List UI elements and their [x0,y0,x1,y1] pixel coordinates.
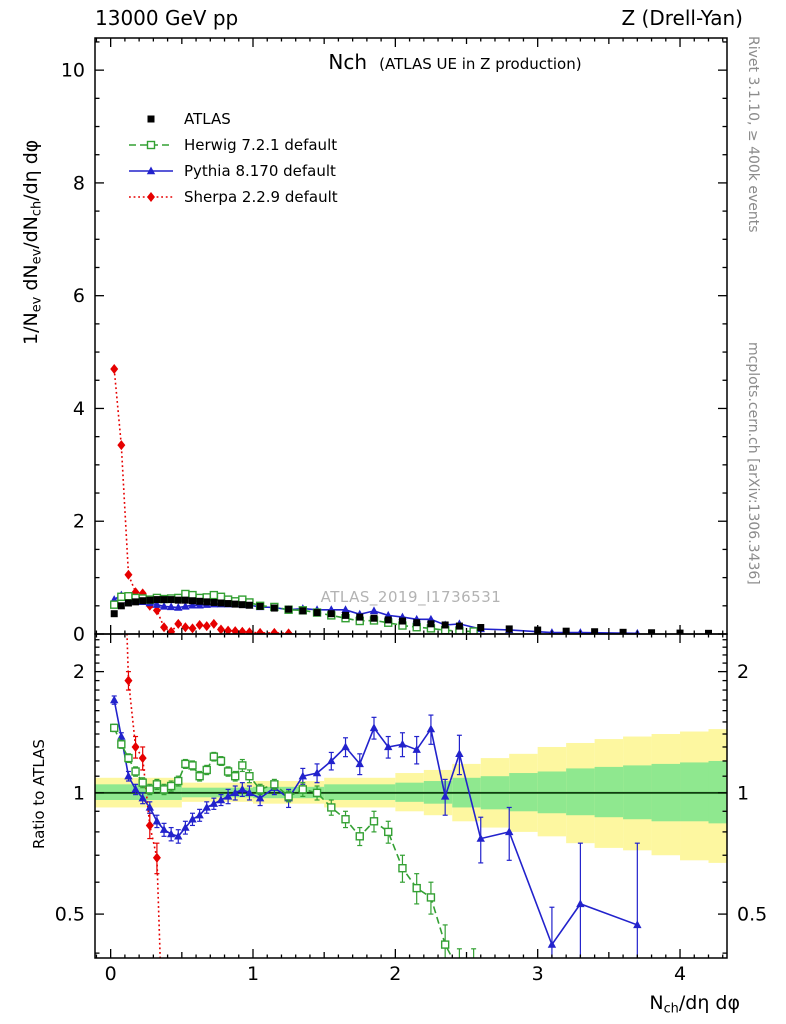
svg-text:3: 3 [532,963,544,985]
legend-marker-atlas-icon [147,115,155,123]
mcplots-credit-label: mcplots.cern.ch [arXiv:1306.3436] [745,342,761,585]
rivet-version-label: Rivet 3.1.10, ≥ 400k events [745,36,761,233]
svg-text:1: 1 [737,782,749,804]
main-y-axis-label: 1/Nev dNev/dNch/dη dφ [20,139,45,345]
ratio-series-pythia [110,695,642,958]
svg-text:2: 2 [389,963,401,985]
svg-text:0.5: 0.5 [55,904,85,926]
svg-text:0.5: 0.5 [737,904,767,926]
axes-ticks: 0 1 2 3 4 0 2 4 6 8 10 0.5 0.5 1 1 2 2 [55,38,767,985]
plot-title: Nch (ATLAS UE in Z production) [135,50,775,74]
legend: ATLAS Herwig 7.2.1 default Pythia 8.170 de… [128,106,338,210]
svg-text:4: 4 [674,963,686,985]
legend-item-sherpa: Sherpa 2.2.9 default [128,184,338,210]
svg-text:0: 0 [73,624,85,646]
plot-header: 13000 GeV pp Z (Drell-Yan) [95,6,743,30]
svg-text:2: 2 [737,661,749,683]
ratio-uncertainty-bands [95,729,727,863]
svg-text:10: 10 [61,60,85,82]
process-label: Z (Drell-Yan) [621,6,743,30]
svg-text:0: 0 [105,963,117,985]
svg-text:2: 2 [73,661,85,683]
svg-text:2: 2 [73,511,85,533]
legend-label: Sherpa 2.2.9 default [184,188,338,206]
legend-item-pythia: Pythia 8.170 default [128,158,338,184]
beam-energy-label: 13000 GeV pp [95,6,239,30]
svg-text:8: 8 [73,172,85,194]
legend-label: Herwig 7.2.1 default [184,136,338,154]
ratio-series-herwig [110,723,477,958]
legend-marker-herwig-icon [129,140,173,150]
plot-title-main: Nch [328,50,368,74]
x-axis-label: Nch/dη dφ [649,992,740,1017]
legend-label: Pythia 8.170 default [184,162,336,180]
analysis-watermark: ATLAS_2019_I1736531 [320,588,502,606]
svg-text:6: 6 [73,285,85,307]
ratio-panel-frame [94,633,728,959]
plot-title-sub: (ATLAS UE in Z production) [379,55,582,73]
ratio-y-axis-label: Ratio to ATLAS [30,739,48,849]
legend-marker-pythia-icon [129,166,173,175]
ratio-series-sherpa [124,634,161,958]
legend-item-herwig: Herwig 7.2.1 default [128,132,338,158]
legend-marker-sherpa-icon [129,192,173,202]
legend-label: ATLAS [184,110,231,128]
svg-text:1: 1 [73,782,85,804]
svg-text:1: 1 [247,963,259,985]
svg-text:4: 4 [73,398,85,420]
legend-item-atlas: ATLAS [128,106,338,132]
